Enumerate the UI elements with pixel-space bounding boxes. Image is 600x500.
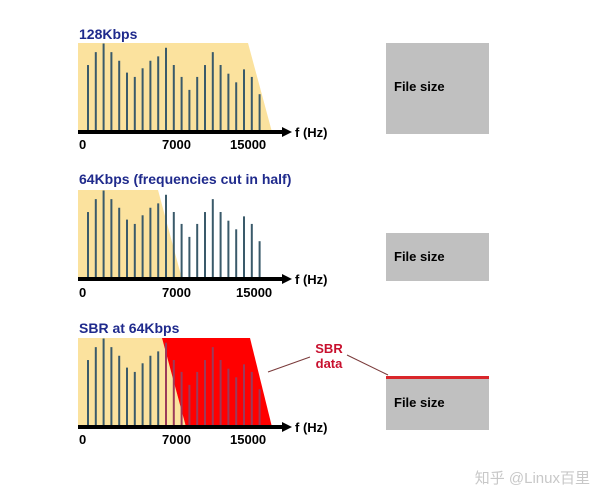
panel-2-title: 64Kbps (frequencies cut in half) xyxy=(79,171,292,187)
file-size-box-sbr: File size xyxy=(386,376,489,430)
tick-15000: 15000 xyxy=(230,432,267,447)
tick-15000: 15000 xyxy=(230,137,267,152)
tick-0: 0 xyxy=(79,432,87,447)
sbr-label-line1: SBR xyxy=(315,341,343,356)
axis-label: f (Hz) xyxy=(295,420,328,435)
file-size-box-64kbps: File size xyxy=(386,233,489,281)
tick-0: 0 xyxy=(79,137,87,152)
axis-label: f (Hz) xyxy=(295,272,328,287)
watermark: 知乎 @Linux百里 xyxy=(474,470,590,487)
tick-7000: 7000 xyxy=(162,432,191,447)
sbr-data-label: SBR data xyxy=(311,341,347,371)
file-size-label: File size xyxy=(394,395,445,410)
file-size-label: File size xyxy=(394,249,445,264)
tick-7000: 7000 xyxy=(162,285,191,300)
sbr-label-line2: data xyxy=(315,356,343,371)
panel-3-title: SBR at 64Kbps xyxy=(79,320,180,336)
tick-15000: 15000 xyxy=(236,285,273,300)
file-size-label: File size xyxy=(394,79,445,94)
file-size-box-128kbps: File size xyxy=(386,43,489,134)
axis-label: f (Hz) xyxy=(295,125,328,140)
tick-0: 0 xyxy=(79,285,87,300)
panel-1-title: 128Kbps xyxy=(79,26,138,42)
tick-7000: 7000 xyxy=(162,137,191,152)
